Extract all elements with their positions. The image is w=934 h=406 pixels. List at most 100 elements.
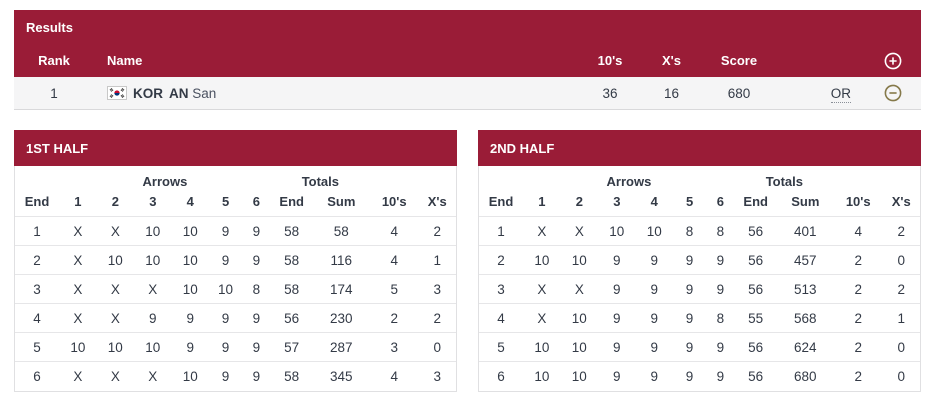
- score-row: 2 X 10 10 10 9 9 58 116 4 1: [15, 245, 456, 275]
- kor-flag-icon: [107, 86, 127, 100]
- score-cell: 2: [897, 223, 905, 239]
- score-value: 680: [727, 85, 751, 101]
- athlete-surname: AN: [169, 85, 189, 101]
- score-cell: 56: [748, 281, 764, 297]
- score-cell: 9: [186, 310, 195, 326]
- score-cell: 5: [33, 339, 41, 355]
- score-cell: 2: [433, 223, 441, 239]
- column-header: 1: [538, 194, 546, 209]
- score-cell: 6: [33, 368, 41, 384]
- score-cell: X: [574, 223, 584, 239]
- score-cell: X: [110, 310, 120, 326]
- score-row: 5 10 10 10 9 9 9 57 287 3 0: [15, 332, 456, 362]
- olympic-record-badge[interactable]: OR: [830, 85, 851, 103]
- score-row: 3 X X X 10 10 8 58 174 5 3: [15, 274, 456, 304]
- score-cell: 9: [613, 368, 621, 384]
- score-cell: 10: [571, 310, 587, 326]
- score-row: 3 X X 9 9 9 9 56 513 2 2: [479, 274, 920, 304]
- results-collapse-row[interactable]: [865, 83, 921, 103]
- score-row: 5 10 10 9 9 9 9 56 624 2 0: [479, 332, 920, 362]
- score-cell: 513: [794, 281, 817, 297]
- score-cell: 287: [330, 339, 353, 355]
- noc-code: KOR: [133, 85, 163, 101]
- score-cell: X: [574, 281, 584, 297]
- column-header-row: End 1 2 3 4 5 6 End Sum 10's X's: [15, 191, 456, 217]
- first-half-title: 1ST HALF: [14, 130, 457, 166]
- score-cell: 9: [186, 339, 195, 355]
- score-cell: 0: [897, 339, 905, 355]
- score-cell: 58: [333, 223, 349, 239]
- score-cell: 568: [794, 310, 817, 326]
- score-cell: 9: [613, 252, 621, 268]
- score-cell: 9: [716, 252, 725, 268]
- score-cell: 8: [685, 223, 694, 239]
- score-cell: 174: [330, 281, 353, 297]
- score-cell: 10: [534, 368, 550, 384]
- score-cell: 9: [221, 223, 230, 239]
- score-cell: 4: [497, 310, 505, 326]
- results-row: 1 KOR AN San 36 16 680: [14, 77, 921, 110]
- arrows-group-header: Arrows: [142, 174, 188, 189]
- score-cell: X: [537, 310, 547, 326]
- plus-circle-icon[interactable]: [883, 51, 903, 71]
- score-cell: 2: [854, 281, 862, 297]
- score-cell: 345: [330, 368, 353, 384]
- score-row: 6 X X X 10 9 9 58 345 4 3: [15, 361, 456, 391]
- score-cell: 10: [70, 339, 86, 355]
- score-cell: X: [110, 223, 120, 239]
- column-header: 10's: [381, 194, 407, 209]
- column-header: 4: [186, 194, 194, 209]
- score-cell: 1: [497, 223, 505, 239]
- group-spacer: [834, 166, 920, 191]
- score-cell: 9: [252, 310, 261, 326]
- record-cell: OR: [775, 85, 865, 103]
- score-cell: 3: [497, 281, 505, 297]
- score-cell: 9: [685, 310, 694, 326]
- score-cell: X: [73, 252, 83, 268]
- score-cell: 6: [497, 368, 505, 384]
- results-panel: Results Rank Name 10's X's Score 1: [14, 10, 921, 110]
- score-cell: 116: [330, 252, 353, 268]
- score-cell: 5: [390, 281, 398, 297]
- totals-group-header: Totals: [765, 174, 804, 189]
- score-cell: 9: [252, 339, 261, 355]
- score-cell: 10: [182, 368, 198, 384]
- athlete-cell: KOR AN San: [94, 86, 580, 101]
- results-col-xs: X's: [662, 53, 681, 68]
- column-header: 6: [252, 194, 261, 209]
- score-cell: 10: [145, 339, 161, 355]
- score-cell: 9: [613, 339, 621, 355]
- score-cell: 56: [748, 368, 764, 384]
- score-cell: 2: [854, 368, 862, 384]
- score-cell: 0: [897, 368, 905, 384]
- results-col-score: Score: [720, 53, 758, 68]
- score-cell: X: [110, 368, 120, 384]
- score-cell: 9: [650, 252, 659, 268]
- column-header: X's: [891, 194, 911, 209]
- score-cell: 4: [390, 368, 398, 384]
- score-cell: 9: [650, 310, 659, 326]
- score-cell: 0: [433, 339, 441, 355]
- score-cell: 10: [182, 281, 198, 297]
- score-cell: 10: [107, 252, 123, 268]
- score-cell: 56: [748, 252, 764, 268]
- results-col-rank: Rank: [38, 53, 70, 68]
- first-half-rows: 1 X X 10 10 9 9 58 58 4 2 2 X 10 10 10 9 9 58 116 4 1 3 X X X 10 10…: [15, 216, 456, 391]
- column-header: 2: [575, 194, 583, 209]
- score-cell: 9: [252, 368, 261, 384]
- results-col-name: Name: [107, 53, 143, 68]
- score-cell: 457: [794, 252, 817, 268]
- rank-value: 1: [50, 85, 58, 101]
- score-cell: 8: [716, 310, 725, 326]
- score-cell: 3: [433, 368, 441, 384]
- results-title-bar: Results: [14, 10, 921, 44]
- score-cell: 9: [685, 339, 694, 355]
- score-cell: 9: [650, 368, 659, 384]
- score-cell: X: [73, 310, 83, 326]
- score-cell: 401: [794, 223, 817, 239]
- score-cell: 9: [685, 252, 694, 268]
- score-cell: 2: [390, 310, 398, 326]
- score-cell: 10: [646, 223, 662, 239]
- minus-circle-icon[interactable]: [883, 83, 903, 103]
- results-expand-all[interactable]: [865, 51, 921, 71]
